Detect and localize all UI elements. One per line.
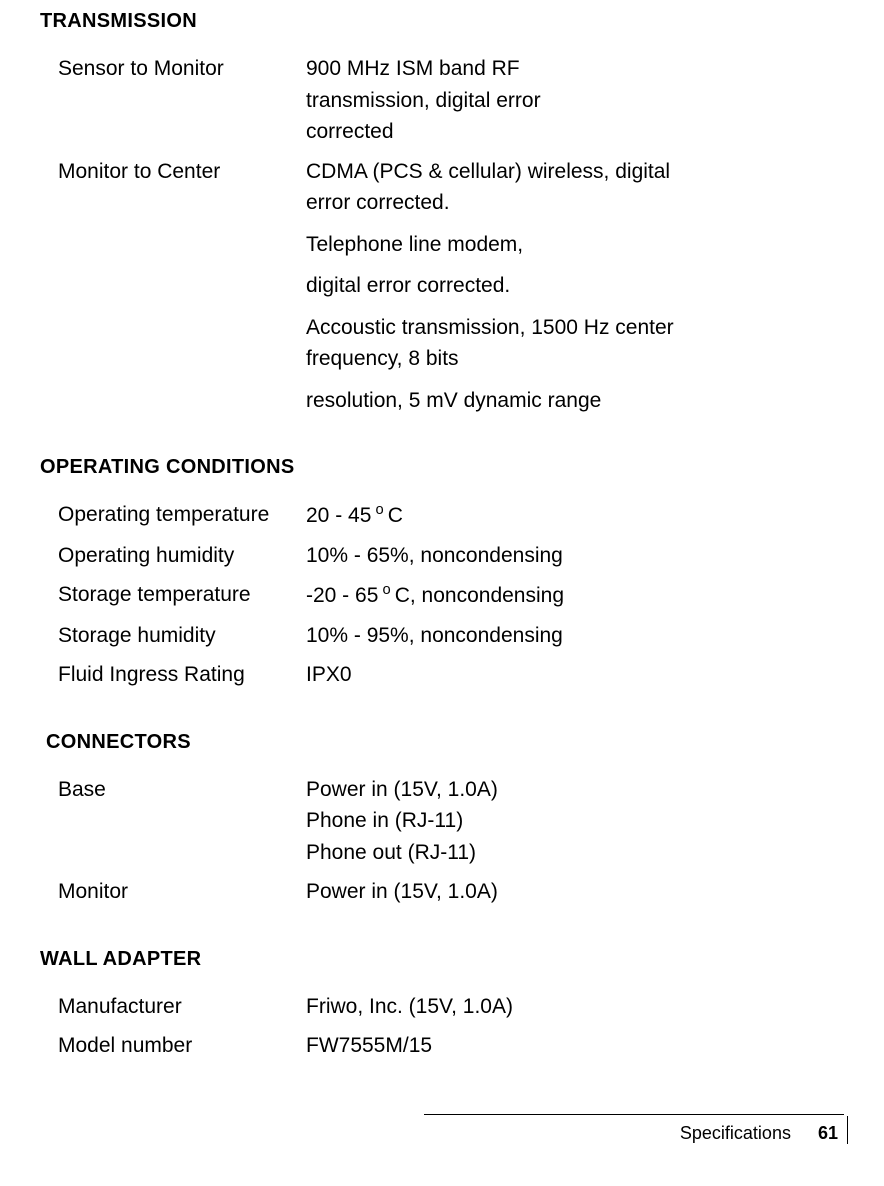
spec-label-monitor-to-center: Monitor to Center [58,156,306,188]
degree-symbol: o [378,582,394,598]
footer-right-bar [847,1116,849,1144]
wall-adapter-section: WALL ADAPTER Manufacturer Friwo, Inc. (1… [40,948,844,1062]
spec-value: 20 - 45 o C [306,499,403,532]
spec-label-op-humidity: Operating humidity [58,540,306,572]
spec-label-op-temp: Operating temperature [58,499,306,531]
spec-row: Storage temperature -20 - 65 o C, noncon… [40,579,844,612]
spec-value: -20 - 65 o C, noncondensing [306,579,564,612]
spec-label-model-number: Model number [58,1030,306,1062]
operating-conditions-section: OPERATING CONDITIONS Operating temperatu… [40,456,844,691]
spec-text: 20 - 45 [306,504,371,527]
spec-text: CDMA (PCS & cellular) wireless, digital … [306,156,686,219]
spec-row: Monitor to Center CDMA (PCS & cellular) … [40,156,844,417]
spec-row: Sensor to Monitor 900 MHz ISM band RF tr… [40,53,844,148]
spec-value: Friwo, Inc. (15V, 1.0A) [306,991,513,1023]
footer-section-name: Specifications [680,1123,791,1143]
connectors-section: CONNECTORS Base Power in (15V, 1.0A) Pho… [40,731,844,908]
spec-label-monitor: Monitor [58,876,306,908]
spec-text: digital error corrected. [306,270,706,302]
spec-label-storage-humidity: Storage humidity [58,620,306,652]
spec-value: 10% - 65%, noncondensing [306,540,563,572]
spec-row: Manufacturer Friwo, Inc. (15V, 1.0A) [40,991,844,1023]
spec-label-fluid-ingress: Fluid Ingress Rating [58,659,306,691]
spec-row: Model number FW7555M/15 [40,1030,844,1062]
spec-value: 10% - 95%, noncondensing [306,620,563,652]
footer-divider [424,1114,844,1115]
spec-label-manufacturer: Manufacturer [58,991,306,1023]
spec-row: Fluid Ingress Rating IPX0 [40,659,844,691]
spec-row: Operating humidity 10% - 65%, noncondens… [40,540,844,572]
spec-text: C, noncondensing [395,584,564,607]
spec-text: resolution, 5 mV dynamic range [306,385,706,417]
page-footer: Specifications 61 [424,1114,844,1144]
spec-label-storage-temp: Storage temperature [58,579,306,611]
connectors-heading: CONNECTORS [46,731,844,754]
spec-row: Base Power in (15V, 1.0A) Phone in (RJ-1… [40,774,844,869]
spec-value: CDMA (PCS & cellular) wireless, digital … [306,156,706,417]
operating-conditions-heading: OPERATING CONDITIONS [40,456,844,479]
spec-text: Accoustic transmission, 1500 Hz center f… [306,312,706,375]
spec-label-base: Base [58,774,306,806]
spec-text: -20 - 65 [306,584,378,607]
spec-row: Monitor Power in (15V, 1.0A) [40,876,844,908]
footer-page-number: 61 [818,1123,838,1143]
spec-label-sensor-to-monitor: Sensor to Monitor [58,53,306,85]
spec-text: Telephone line modem, [306,229,706,261]
spec-row: Storage humidity 10% - 95%, noncondensin… [40,620,844,652]
wall-adapter-heading: WALL ADAPTER [40,948,844,971]
spec-value: Power in (15V, 1.0A) Phone in (RJ-11) Ph… [306,774,498,869]
degree-symbol: o [371,502,387,518]
transmission-section: TRANSMISSION Sensor to Monitor 900 MHz I… [40,10,844,416]
spec-value: IPX0 [306,659,352,691]
spec-text: C [388,504,403,527]
spec-row: Operating temperature 20 - 45 o C [40,499,844,532]
transmission-heading: TRANSMISSION [40,10,844,33]
spec-value: FW7555M/15 [306,1030,432,1062]
spec-value: Power in (15V, 1.0A) [306,876,498,908]
spec-value: 900 MHz ISM band RF transmission, digita… [306,53,606,148]
spec-text: 900 MHz ISM band RF transmission, digita… [306,53,606,148]
footer-text: Specifications 61 [424,1123,844,1144]
